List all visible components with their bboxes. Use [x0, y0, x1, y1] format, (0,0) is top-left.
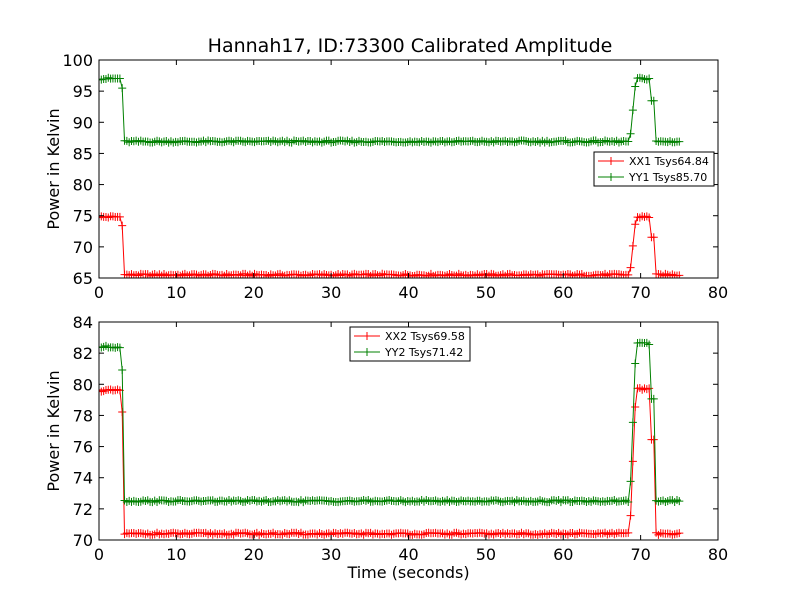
x-tick-label: 10	[166, 283, 186, 302]
data-point	[645, 74, 654, 83]
series-yy2	[99, 338, 684, 507]
x-tick-label: 0	[94, 545, 104, 564]
legend-box	[349, 326, 471, 362]
chart-title: Hannah17, ID:73300 Calibrated Amplitude	[208, 35, 613, 57]
y-tick-label: 70	[73, 531, 93, 550]
x-tick-label: 0	[94, 283, 104, 302]
data-point	[628, 106, 637, 115]
data-point	[115, 343, 124, 352]
x-tick-label: 70	[630, 545, 650, 564]
data-point	[645, 213, 654, 222]
data-point	[626, 129, 635, 138]
data-point	[631, 359, 640, 368]
data-point	[645, 384, 654, 393]
data-point	[118, 221, 127, 230]
data-point	[675, 137, 684, 146]
series-xx2	[99, 383, 684, 539]
legend-entry: YY1 Tsys85.70	[628, 171, 707, 184]
data-point	[624, 497, 633, 506]
y-tick-label: 75	[73, 207, 93, 226]
x-tick-label: 60	[553, 545, 573, 564]
legend-entry: XX2 Tsys69.58	[385, 330, 465, 343]
x-tick-label: 80	[708, 283, 728, 302]
y-tick-label: 78	[73, 406, 93, 425]
data-point	[118, 366, 127, 375]
x-tick-label: 70	[630, 283, 650, 302]
legend-marker	[363, 348, 371, 356]
x-tick-label: 40	[398, 545, 418, 564]
y-axis-label: Power in Kelvin	[44, 370, 63, 491]
data-point	[118, 408, 127, 417]
data-point	[649, 233, 658, 242]
x-tick-label: 40	[398, 283, 418, 302]
y-tick-label: 84	[73, 313, 93, 332]
data-point	[115, 212, 124, 221]
legend-marker	[607, 173, 615, 181]
data-point	[649, 394, 658, 403]
legend-box	[593, 151, 715, 187]
x-tick-label: 80	[708, 545, 728, 564]
y-tick-label: 70	[73, 238, 93, 257]
x-tick-label: 20	[244, 283, 264, 302]
y-tick-label: 95	[73, 82, 93, 101]
data-point	[645, 340, 654, 349]
legend: XX2 Tsys69.58 YY2 Tsys71.42	[349, 326, 471, 362]
legend-marker	[363, 332, 371, 340]
y-tick-label: 100	[62, 51, 93, 70]
y-tick-label: 82	[73, 344, 93, 363]
data-point	[631, 220, 640, 229]
data-point	[649, 96, 658, 105]
data-point	[649, 435, 658, 444]
legend: XX1 Tsys64.84 YY1 Tsys85.70	[593, 151, 715, 187]
data-point	[118, 84, 127, 93]
legend-marker	[607, 157, 615, 165]
data-point	[628, 241, 637, 250]
data-point	[675, 497, 684, 506]
data-point	[631, 403, 640, 412]
y-tick-label: 80	[73, 176, 93, 195]
y-tick-label: 90	[73, 113, 93, 132]
y-tick-label: 85	[73, 144, 93, 163]
y-tick-label: 74	[73, 469, 93, 488]
y-tick-label: 80	[73, 375, 93, 394]
data-point	[626, 511, 635, 520]
bottom-panel: 0 10 20 30 40 50 60 70 80 70 72 74 76 78 80 82 84 Power i…	[44, 313, 728, 582]
y-tick-label: 65	[73, 269, 93, 288]
data-point	[624, 528, 633, 537]
x-tick-label: 30	[321, 283, 341, 302]
data-point	[624, 137, 633, 146]
data-point	[631, 82, 640, 91]
data-point	[628, 418, 637, 427]
y-axis-label: Power in Kelvin	[44, 108, 63, 229]
data-point	[628, 457, 637, 466]
x-tick-label: 50	[476, 545, 496, 564]
data-point	[675, 529, 684, 538]
data-point	[115, 74, 124, 83]
top-panel: 0 10 20 30 40 50 60 70 80 65 70 75 80 85 90 95 100 Power …	[44, 51, 728, 302]
x-axis-label: Time (seconds)	[346, 563, 469, 582]
y-tick-label: 72	[73, 500, 93, 519]
data-point	[675, 271, 684, 278]
x-tick-label: 20	[244, 545, 264, 564]
x-tick-label: 50	[476, 283, 496, 302]
legend-entry: YY2 Tsys71.42	[384, 346, 463, 359]
x-tick-label: 60	[553, 283, 573, 302]
y-tick-label: 76	[73, 438, 93, 457]
series-xx1	[99, 212, 684, 278]
series-yy1	[99, 73, 684, 147]
data-point	[626, 477, 635, 486]
legend-entry: XX1 Tsys64.84	[629, 155, 709, 168]
x-tick-label: 30	[321, 545, 341, 564]
data-point	[626, 263, 635, 272]
x-tick-label: 10	[166, 545, 186, 564]
